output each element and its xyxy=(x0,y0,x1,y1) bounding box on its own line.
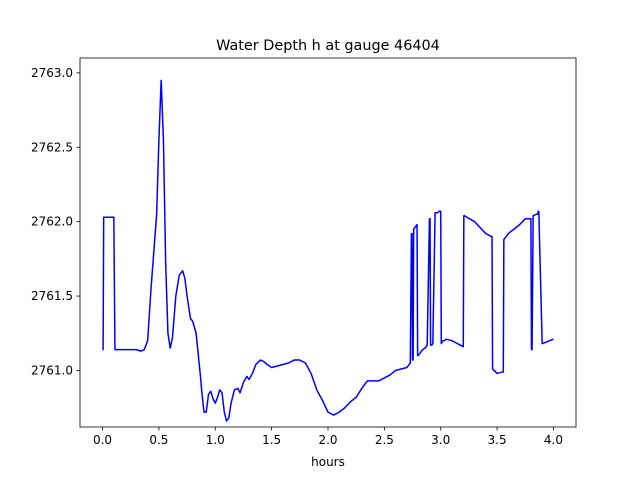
x-tick-label: 2.0 xyxy=(318,433,337,447)
y-tick-label: 2761.0 xyxy=(31,363,73,377)
x-tick-label: 4.0 xyxy=(544,433,563,447)
x-axis: 0.0 0.5 1.0 1.5 2.0 2.5 3.0 3.5 4.0 xyxy=(93,427,563,447)
chart-title: Water Depth h at gauge 46404 xyxy=(216,38,440,54)
series-line-0 xyxy=(102,79,554,422)
x-tick-label: 3.0 xyxy=(431,433,450,447)
x-tick-label: 1.0 xyxy=(206,433,225,447)
plot-area xyxy=(102,79,554,422)
y-tick-label: 2761.5 xyxy=(31,289,73,303)
x-tick-label: 1.5 xyxy=(262,433,281,447)
y-tick-label: 2762.0 xyxy=(31,215,73,229)
y-axis: 2761.0 2761.5 2762.0 2762.5 2763.0 xyxy=(31,66,80,377)
x-tick-label: 3.5 xyxy=(488,433,507,447)
y-tick-label: 2763.0 xyxy=(31,66,73,80)
x-tick-label: 2.5 xyxy=(375,433,394,447)
y-tick-label: 2762.5 xyxy=(31,140,73,154)
x-tick-label: 0.5 xyxy=(149,433,168,447)
x-tick-label: 0.0 xyxy=(93,433,112,447)
x-axis-label: hours xyxy=(311,455,345,469)
